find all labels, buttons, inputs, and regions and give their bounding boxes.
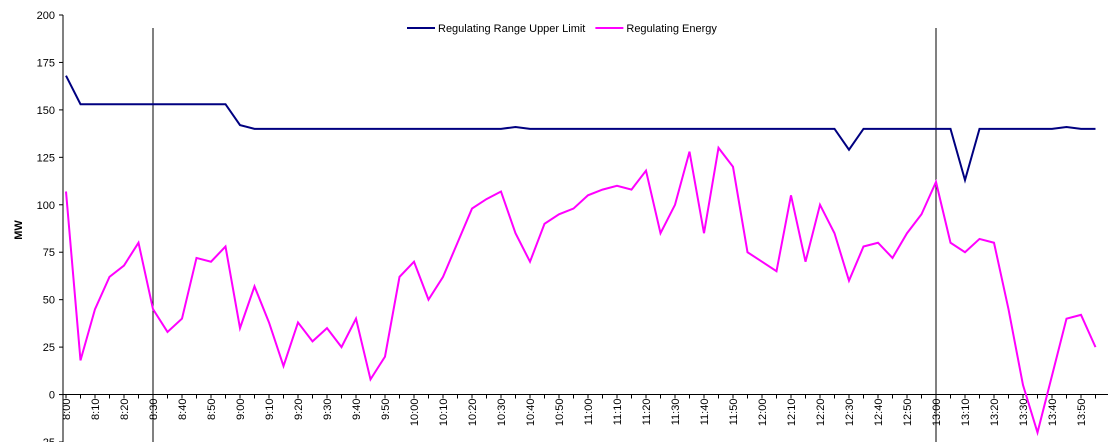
x-tick-label: 12:50 [902,399,914,427]
x-tick-label: 12:40 [873,399,885,427]
x-tick-label: 10:50 [554,399,566,427]
y-axis-title: MW [13,220,25,240]
x-tick-label: 12:30 [844,399,856,427]
legend: Regulating Range Upper Limit Regulating E… [400,18,775,38]
y-tick-label: 25 [43,342,55,354]
x-tick-label: 12:10 [786,399,798,427]
x-tick-label: 13:00 [931,399,943,427]
y-tick-label: -25 [39,437,55,442]
x-tick-label: 9:30 [322,399,334,420]
legend-label: Regulating Energy [626,23,717,35]
x-tick-label: 8:40 [177,399,189,420]
x-tick-label: 9:40 [351,399,363,420]
x-tick-label: 13:30 [1018,399,1030,427]
y-tick-label: 150 [37,105,55,117]
x-tick-label: 8:50 [206,399,218,420]
x-tick-label: 10:30 [496,399,508,427]
series-line [65,75,1096,184]
x-tick-label: 8:00 [61,399,73,420]
legend-box [400,18,775,38]
x-tick-label: 9:20 [293,399,305,420]
x-tick-label: 11:40 [699,399,711,426]
x-tick-label: 11:00 [583,399,595,426]
x-tick-label: 8:10 [90,399,102,420]
x-tick-label: 10:10 [438,399,450,427]
series-line [65,145,1097,437]
y-tick-label: 125 [37,152,55,164]
x-tick-label: 11:20 [641,399,653,426]
x-tick-label: 10:40 [525,399,537,427]
x-tick-label: 10:00 [409,399,421,427]
x-tick-label: 9:50 [380,399,392,420]
y-tick-label: 175 [37,57,55,69]
x-tick-label: 8:20 [119,399,131,420]
x-tick-label: 11:10 [612,399,624,426]
x-tick-label: 10:20 [467,399,479,427]
x-tick-label: 8:30 [148,399,160,420]
x-tick-label: 13:50 [1076,399,1088,427]
x-tick-label: 13:10 [960,399,972,427]
y-tick-label: 100 [37,200,55,212]
x-tick-label: 11:50 [728,399,740,426]
x-tick-label: 9:00 [235,399,247,420]
x-tick-label: 11:30 [670,399,682,426]
x-tick-label: 12:20 [815,399,827,427]
x-tick-label: 12:00 [757,399,769,427]
legend-label: Regulating Range Upper Limit [438,23,585,35]
x-tick-label: 13:40 [1047,399,1059,427]
x-tick-label: 13:20 [989,399,1001,427]
x-tick-label: 9:10 [264,399,276,420]
y-tick-label: 0 [49,390,55,402]
y-tick-label: 200 [37,10,55,22]
y-tick-label: 75 [43,247,55,259]
y-tick-label: 50 [43,295,55,307]
